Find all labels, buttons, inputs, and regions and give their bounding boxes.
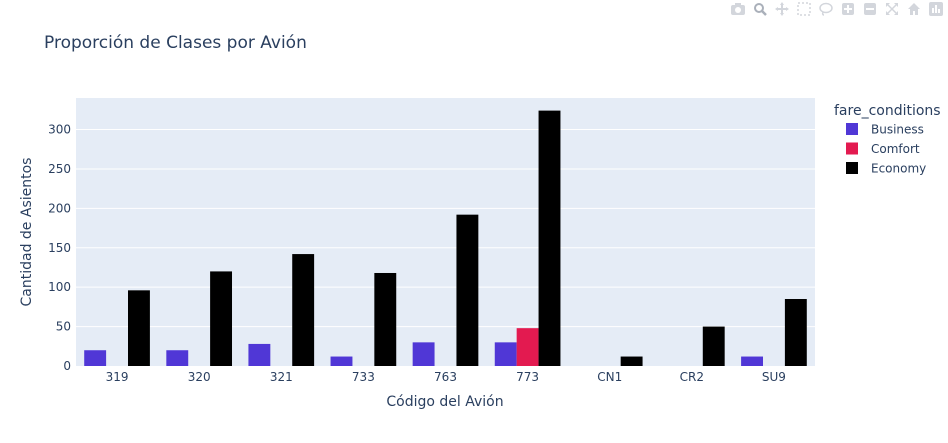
y-tick-label: 250 bbox=[48, 162, 71, 176]
bar-business-su9[interactable] bbox=[741, 356, 763, 366]
bar-economy-320[interactable] bbox=[210, 271, 233, 366]
legend-swatch-economy[interactable] bbox=[846, 162, 858, 174]
y-tick-label: 200 bbox=[48, 201, 71, 215]
reset-axes-icon[interactable] bbox=[904, 0, 924, 18]
y-tick-label: 0 bbox=[63, 359, 71, 373]
x-tick-label: CN1 bbox=[597, 370, 622, 384]
y-tick-label: 100 bbox=[48, 280, 71, 294]
x-tick-label: CR2 bbox=[680, 370, 704, 384]
bar-business-319[interactable] bbox=[84, 350, 107, 366]
box-select-icon[interactable] bbox=[794, 0, 814, 18]
legend-label-comfort[interactable]: Comfort bbox=[871, 142, 920, 156]
x-axis-ticks: 319 320 321 733 763 773 CN1 CR2 SU9 bbox=[106, 370, 786, 384]
bar-business-320[interactable] bbox=[166, 350, 189, 366]
bar-economy-733[interactable] bbox=[374, 272, 397, 366]
x-tick-label: SU9 bbox=[762, 370, 786, 384]
bar-economy-cn1[interactable] bbox=[620, 356, 643, 366]
autoscale-icon[interactable] bbox=[882, 0, 902, 18]
zoom-out-icon[interactable] bbox=[860, 0, 880, 18]
chart-title: Proporción de Clases por Avión bbox=[44, 33, 307, 53]
x-axis-title: Código del Avión bbox=[386, 394, 503, 410]
x-tick-label: 763 bbox=[434, 370, 457, 384]
y-tick-label: 300 bbox=[48, 123, 71, 137]
x-tick-label: 733 bbox=[352, 370, 375, 384]
y-axis-title: Cantidad de Asientos bbox=[19, 158, 35, 307]
y-tick-label: 150 bbox=[48, 241, 71, 255]
y-tick-label: 50 bbox=[56, 320, 71, 334]
zoom-in-icon[interactable] bbox=[838, 0, 858, 18]
legend-title: fare_conditions bbox=[834, 103, 941, 119]
y-axis-ticks: 0 50 100 150 200 250 300 bbox=[48, 123, 71, 373]
legend: fare_conditions Business Comfort Economy bbox=[834, 103, 941, 176]
bar-economy-cr2[interactable] bbox=[702, 326, 725, 366]
legend-swatch-business[interactable] bbox=[846, 123, 858, 135]
bar-economy-su9[interactable] bbox=[784, 299, 807, 366]
bar-comfort-773[interactable] bbox=[516, 328, 539, 366]
bar-economy-763[interactable] bbox=[456, 214, 479, 366]
chart-modebar bbox=[728, 0, 946, 18]
bar-business-321[interactable] bbox=[248, 343, 271, 366]
legend-label-economy[interactable]: Economy bbox=[871, 162, 926, 176]
bar-economy-319[interactable] bbox=[128, 290, 150, 366]
bar-economy-321[interactable] bbox=[292, 254, 315, 366]
lasso-select-icon[interactable] bbox=[816, 0, 836, 18]
gridlines bbox=[76, 129, 815, 328]
legend-swatch-comfort[interactable] bbox=[846, 142, 858, 155]
camera-icon[interactable] bbox=[728, 0, 748, 18]
plot-area bbox=[76, 98, 815, 366]
x-tick-label: 773 bbox=[516, 370, 539, 384]
x-tick-label: 321 bbox=[270, 370, 293, 384]
plotly-logo-icon[interactable] bbox=[926, 0, 946, 18]
zoom-icon[interactable] bbox=[750, 0, 770, 18]
bar-business-733[interactable] bbox=[330, 356, 353, 366]
legend-label-business[interactable]: Business bbox=[871, 123, 924, 137]
bar-economy-773[interactable] bbox=[538, 110, 561, 367]
x-tick-label: 320 bbox=[188, 370, 211, 384]
pan-icon[interactable] bbox=[772, 0, 792, 18]
bar-business-763[interactable] bbox=[412, 342, 435, 366]
x-tick-label: 319 bbox=[106, 370, 129, 384]
bar-business-773[interactable] bbox=[494, 342, 517, 366]
bars bbox=[84, 110, 807, 367]
